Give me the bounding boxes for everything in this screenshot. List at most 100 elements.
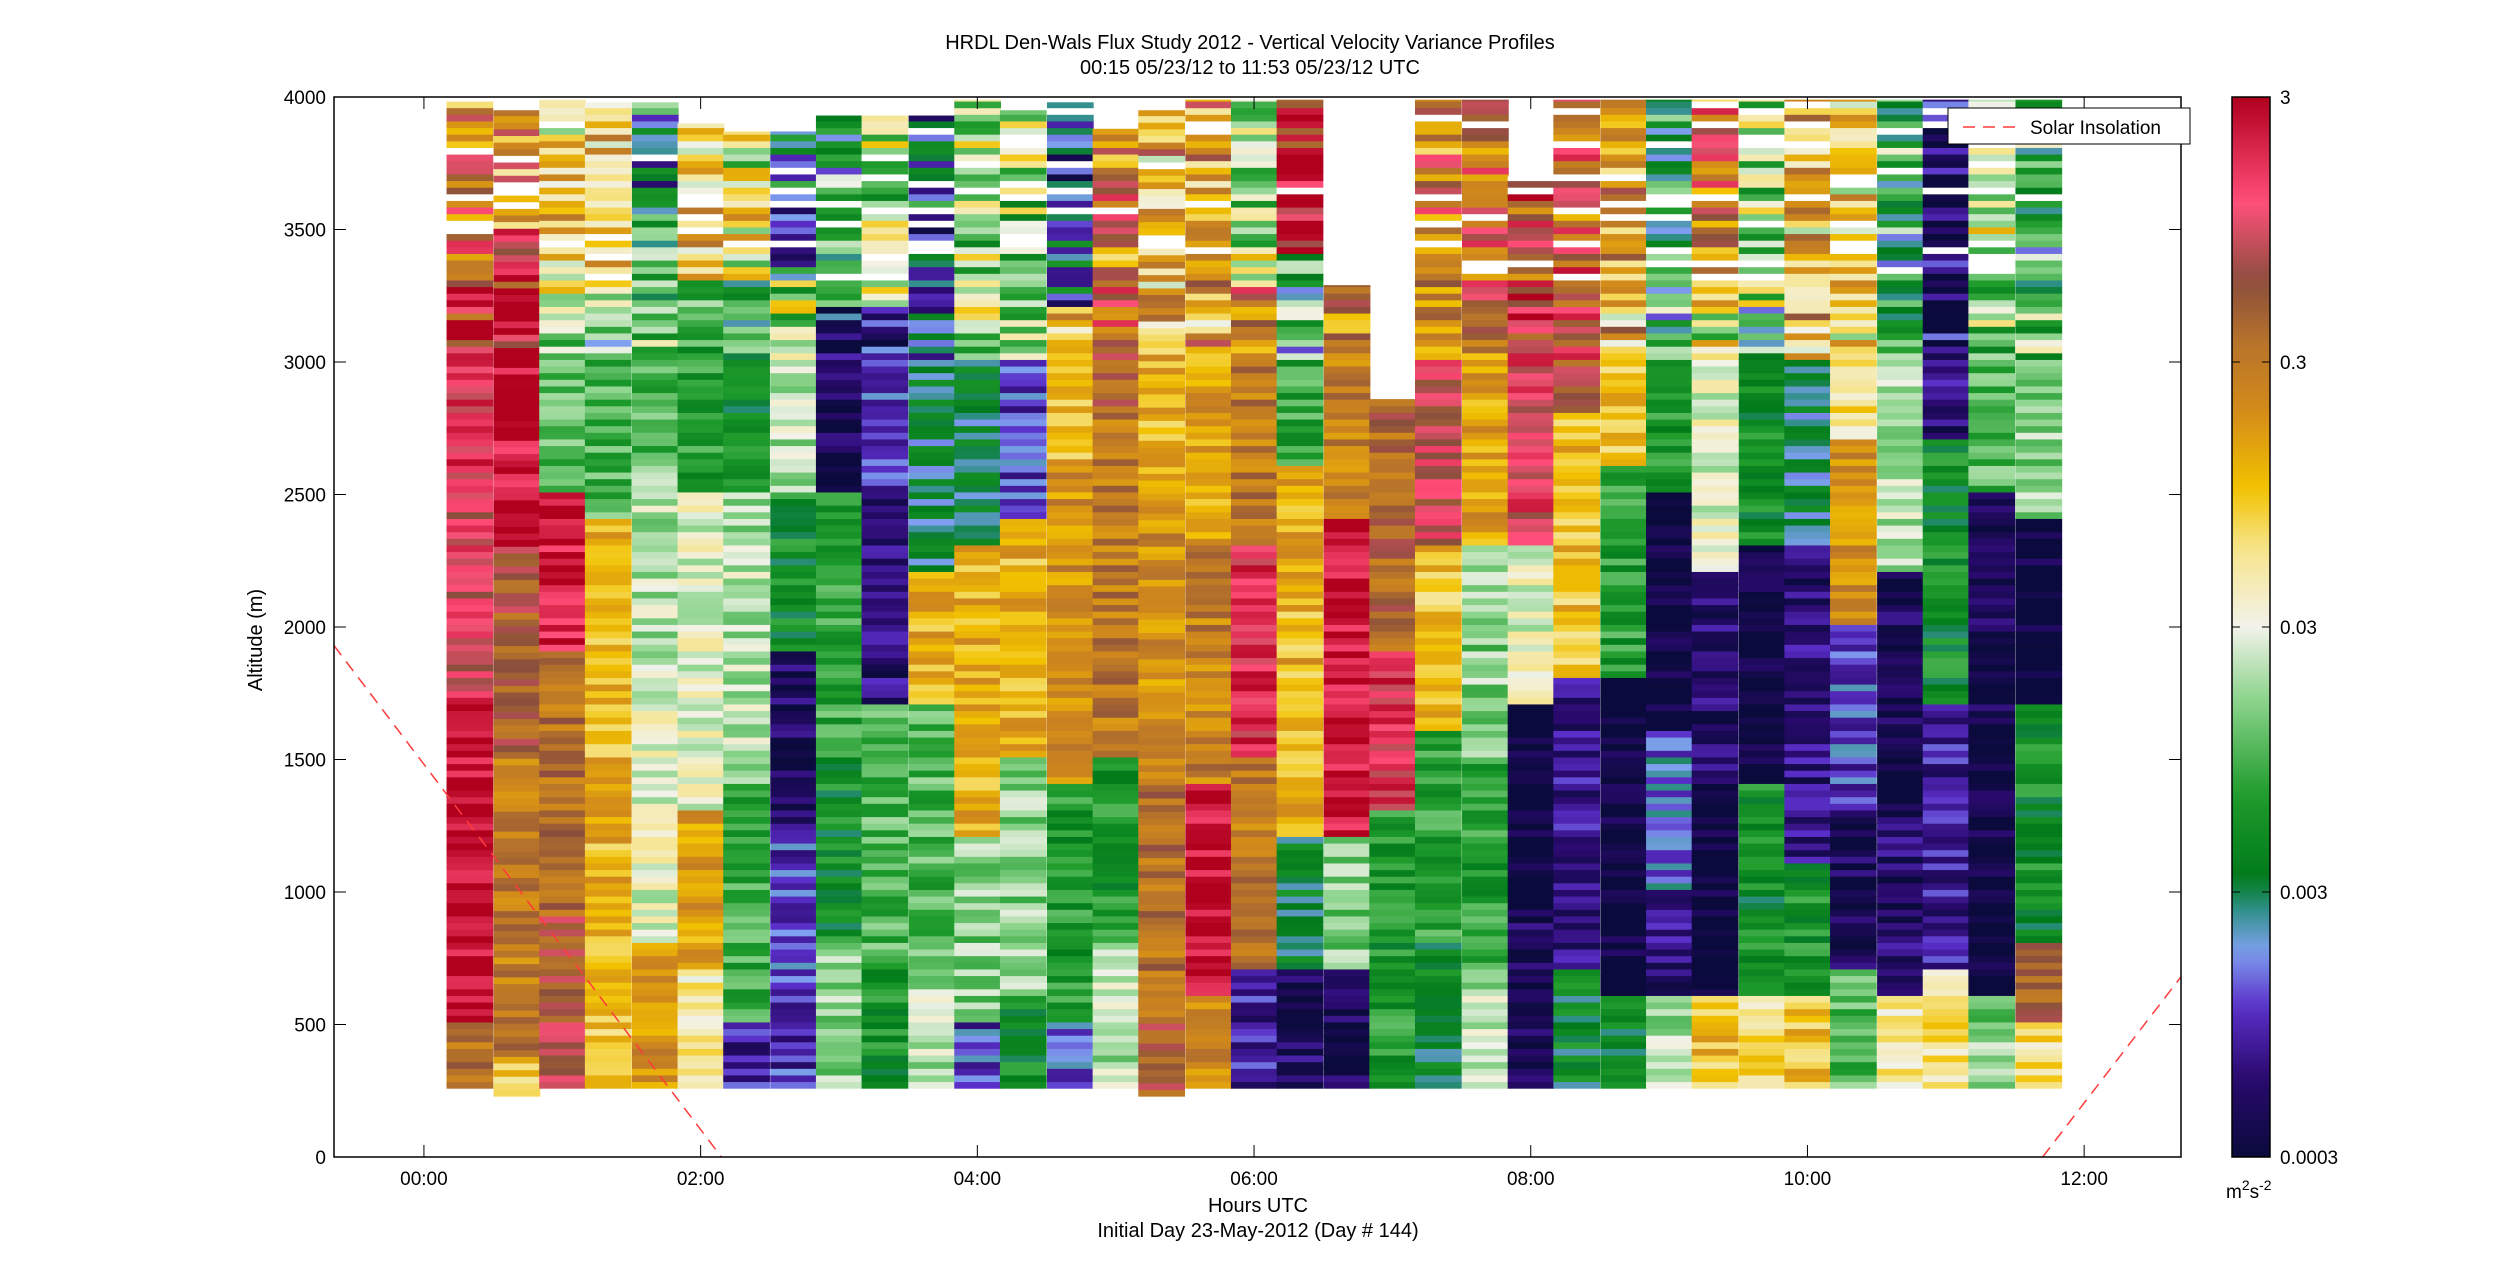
heatmap-cell bbox=[446, 1048, 494, 1056]
heatmap-cell bbox=[1462, 1061, 1509, 1069]
heatmap-cell bbox=[1185, 935, 1233, 943]
heatmap-cell bbox=[770, 611, 817, 619]
heatmap-cell bbox=[954, 703, 1001, 712]
heatmap-cell bbox=[1046, 1001, 1094, 1010]
heatmap-cell bbox=[861, 895, 909, 904]
heatmap-cell bbox=[1553, 697, 1601, 705]
heatmap-cell bbox=[1092, 630, 1140, 639]
heatmap-cell bbox=[493, 380, 541, 388]
heatmap-cell bbox=[1092, 372, 1140, 380]
heatmap-cell bbox=[723, 458, 770, 466]
heatmap-cell bbox=[1414, 1041, 1462, 1049]
heatmap-cell bbox=[1230, 147, 1278, 155]
heatmap-cell bbox=[1646, 107, 1693, 115]
heatmap-cell bbox=[1646, 736, 1693, 745]
heatmap-cell bbox=[1369, 816, 1417, 824]
heatmap-cell bbox=[584, 339, 632, 347]
heatmap-cell bbox=[1414, 226, 1462, 235]
heatmap-cell bbox=[1046, 299, 1094, 307]
heatmap-cell bbox=[1323, 1074, 1371, 1083]
heatmap-cell bbox=[1830, 438, 1877, 447]
heatmap-cell bbox=[1276, 332, 1324, 341]
heatmap-cell bbox=[1600, 478, 1648, 486]
heatmap-cell bbox=[1877, 1015, 1924, 1023]
heatmap-cell bbox=[1507, 584, 1555, 592]
heatmap-cell bbox=[584, 332, 632, 341]
heatmap-cell bbox=[1230, 915, 1278, 924]
heatmap-cell bbox=[770, 1001, 817, 1010]
heatmap-cell bbox=[1276, 922, 1324, 930]
profile-column bbox=[493, 110, 541, 1097]
heatmap-cell bbox=[908, 836, 956, 844]
heatmap-cell bbox=[539, 491, 586, 500]
heatmap-cell bbox=[1414, 611, 1462, 619]
heatmap-cell bbox=[1600, 359, 1648, 367]
heatmap-cell bbox=[1092, 750, 1140, 758]
heatmap-cell bbox=[1691, 915, 1739, 924]
heatmap-cell bbox=[770, 131, 817, 135]
heatmap-cell bbox=[1185, 869, 1233, 877]
heatmap-cell bbox=[1323, 471, 1371, 480]
heatmap-cell bbox=[1046, 743, 1094, 751]
heatmap-cell bbox=[861, 180, 909, 188]
heatmap-cell bbox=[1600, 1015, 1648, 1023]
heatmap-cell bbox=[770, 915, 817, 924]
heatmap-cell bbox=[1600, 339, 1648, 347]
heatmap-cell bbox=[954, 564, 1001, 572]
heatmap-cell bbox=[1600, 975, 1648, 983]
heatmap-cell bbox=[1507, 856, 1555, 864]
heatmap-cell bbox=[1784, 915, 1832, 924]
heatmap-cell bbox=[1185, 240, 1233, 248]
heatmap-cell bbox=[1462, 1021, 1509, 1030]
heatmap-cell bbox=[1462, 783, 1509, 791]
heatmap-cell bbox=[1691, 809, 1739, 818]
heatmap-cell bbox=[954, 445, 1001, 453]
heatmap-cell bbox=[677, 829, 725, 837]
heatmap-cell bbox=[1185, 571, 1233, 579]
heatmap-cell bbox=[1092, 829, 1140, 837]
heatmap-cell bbox=[1877, 1068, 1924, 1076]
heatmap-cell bbox=[446, 670, 494, 678]
heatmap-cell bbox=[1046, 1015, 1094, 1023]
heatmap-cell bbox=[1507, 617, 1555, 625]
heatmap-cell bbox=[493, 148, 541, 156]
heatmap-cell bbox=[1691, 299, 1739, 307]
heatmap-cell bbox=[1369, 955, 1417, 963]
heatmap-cell bbox=[1462, 445, 1509, 453]
heatmap-cell bbox=[539, 657, 586, 665]
heatmap-cell bbox=[770, 392, 817, 400]
heatmap-cell bbox=[908, 524, 956, 533]
heatmap-cell bbox=[1922, 127, 1970, 135]
heatmap-cell bbox=[1738, 597, 1786, 606]
heatmap-cell bbox=[1600, 425, 1648, 433]
heatmap-cell bbox=[1414, 498, 1462, 506]
heatmap-cell bbox=[584, 776, 632, 784]
heatmap-cell bbox=[1691, 591, 1739, 599]
heatmap-cell bbox=[1691, 882, 1739, 890]
heatmap-cell bbox=[723, 279, 770, 288]
heatmap-cell bbox=[1185, 1001, 1233, 1010]
heatmap-cell bbox=[1185, 717, 1233, 725]
heatmap-cell bbox=[1830, 180, 1877, 188]
heatmap-cell bbox=[1830, 538, 1877, 546]
heatmap-cell bbox=[1276, 167, 1324, 175]
heatmap-cell bbox=[815, 432, 863, 440]
heatmap-cell bbox=[1922, 935, 1970, 943]
heatmap-cell bbox=[539, 100, 586, 109]
heatmap-cell bbox=[1138, 1082, 1186, 1091]
heatmap-cell bbox=[1138, 1003, 1186, 1011]
heatmap-cell bbox=[1369, 650, 1417, 659]
heatmap-cell bbox=[1968, 425, 2016, 433]
heatmap-cell bbox=[677, 816, 725, 824]
heatmap-cell bbox=[1646, 770, 1693, 778]
heatmap-cell bbox=[1600, 173, 1648, 182]
heatmap-cell bbox=[1830, 895, 1877, 904]
heatmap-cell bbox=[1968, 438, 2016, 447]
heatmap-cell bbox=[1138, 446, 1186, 455]
heatmap-cell bbox=[723, 498, 770, 506]
heatmap-cell bbox=[954, 365, 1001, 374]
heatmap-cell bbox=[1507, 544, 1555, 553]
heatmap-cell bbox=[1276, 206, 1324, 215]
heatmap-cell bbox=[493, 135, 541, 143]
heatmap-cell bbox=[584, 273, 632, 281]
